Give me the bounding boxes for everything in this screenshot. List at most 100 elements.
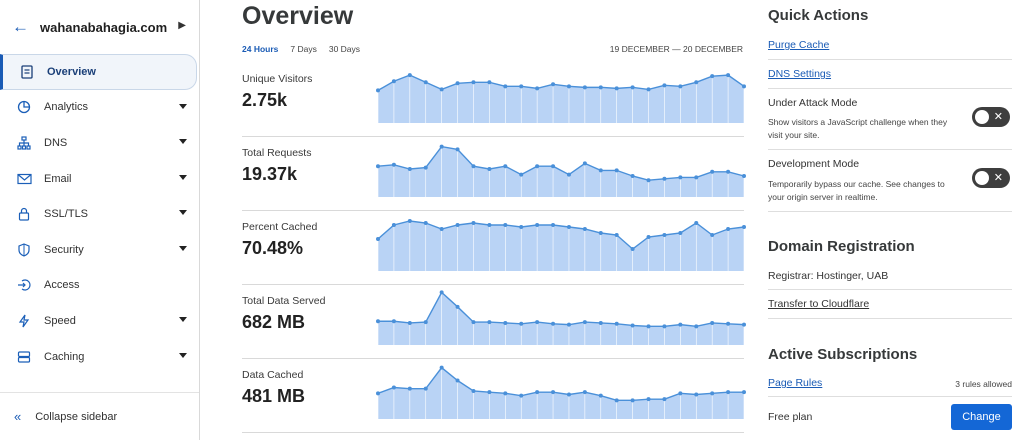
sidebar-item-overview[interactable]: Overview [0,54,197,90]
data-point[interactable] [582,227,587,231]
data-point[interactable] [423,80,428,85]
data-point[interactable] [726,321,731,326]
sidebar-item-security[interactable]: Security [0,232,199,268]
data-point[interactable] [582,85,587,90]
data-point[interactable] [376,391,380,396]
chevron-right-icon[interactable]: ▶ [178,20,186,31]
data-point[interactable] [710,391,715,396]
data-point[interactable] [519,225,524,229]
data-point[interactable] [439,290,444,295]
data-point[interactable] [423,221,428,225]
data-point[interactable] [710,169,715,174]
data-point[interactable] [598,231,603,235]
data-point[interactable] [439,365,444,370]
data-point[interactable] [614,233,619,237]
data-point[interactable] [582,390,587,395]
data-point[interactable] [566,84,571,89]
data-point[interactable] [407,320,412,325]
data-point[interactable] [551,390,556,395]
data-point[interactable] [614,398,619,403]
data-point[interactable] [646,397,651,402]
sidebar-item-analytics[interactable]: Analytics [0,90,199,126]
sidebar-item-dns[interactable]: DNS [0,125,199,161]
data-point[interactable] [614,168,619,173]
data-point[interactable] [391,319,396,324]
sidebar-item-email[interactable]: Email [0,161,199,197]
data-point[interactable] [614,321,619,326]
data-point[interactable] [710,233,715,237]
data-point[interactable] [662,397,667,402]
data-point[interactable] [678,231,683,235]
data-point[interactable] [391,162,396,167]
data-point[interactable] [630,398,635,403]
data-point[interactable] [455,147,460,152]
range-tab-30-days[interactable]: 30 Days [328,44,361,54]
sidebar-item-access[interactable]: Access [0,268,199,304]
data-point[interactable] [487,167,492,171]
data-point[interactable] [439,144,444,149]
data-point[interactable] [535,86,540,91]
data-point[interactable] [439,87,444,92]
data-point[interactable] [678,175,683,180]
data-point[interactable] [678,391,683,396]
data-point[interactable] [407,73,412,78]
dev-mode-toggle[interactable]: ✕ [972,168,1010,188]
purge-cache-link[interactable]: Purge Cache [768,39,830,51]
data-point[interactable] [582,320,587,325]
data-point[interactable] [376,237,380,241]
data-point[interactable] [726,390,731,395]
data-point[interactable] [519,393,524,398]
site-domain[interactable]: wahanabahagia.com [40,19,168,35]
data-point[interactable] [455,304,460,309]
data-point[interactable] [391,385,396,390]
data-point[interactable] [455,81,460,86]
data-point[interactable] [710,74,715,79]
sidebar-item-speed[interactable]: Speed [0,303,199,339]
dns-settings-link[interactable]: DNS Settings [768,68,832,80]
data-point[interactable] [391,79,396,84]
data-point[interactable] [455,378,460,383]
data-point[interactable] [376,88,380,93]
data-point[interactable] [487,80,492,85]
data-point[interactable] [710,320,715,325]
data-point[interactable] [487,390,492,395]
data-point[interactable] [503,223,508,227]
data-point[interactable] [630,174,635,178]
data-point[interactable] [471,164,476,169]
data-point[interactable] [662,233,667,237]
data-point[interactable] [487,223,492,227]
data-point[interactable] [566,172,571,177]
data-point[interactable] [694,175,699,180]
data-point[interactable] [376,319,380,324]
data-point[interactable] [455,223,460,227]
data-point[interactable] [551,164,556,169]
data-point[interactable] [535,320,540,325]
data-point[interactable] [376,164,380,169]
data-point[interactable] [742,225,746,229]
data-point[interactable] [487,320,492,325]
sidebar-item-ssl-tls[interactable]: SSL/TLS [0,196,199,232]
data-point[interactable] [726,227,731,231]
data-point[interactable] [407,386,412,391]
data-point[interactable] [742,390,746,395]
data-point[interactable] [519,172,524,177]
data-point[interactable] [423,320,428,325]
data-point[interactable] [598,393,603,398]
data-point[interactable] [551,223,556,227]
data-point[interactable] [662,176,667,181]
data-point[interactable] [614,86,619,91]
data-point[interactable] [598,320,603,325]
data-point[interactable] [471,320,476,325]
data-point[interactable] [646,178,651,183]
data-point[interactable] [678,322,683,327]
data-point[interactable] [503,164,508,169]
data-point[interactable] [646,87,651,92]
data-point[interactable] [503,391,508,396]
data-point[interactable] [407,219,412,223]
data-point[interactable] [678,84,683,89]
data-point[interactable] [646,324,651,329]
data-point[interactable] [391,223,396,227]
data-point[interactable] [694,80,699,85]
data-point[interactable] [423,386,428,391]
data-point[interactable] [742,322,746,327]
